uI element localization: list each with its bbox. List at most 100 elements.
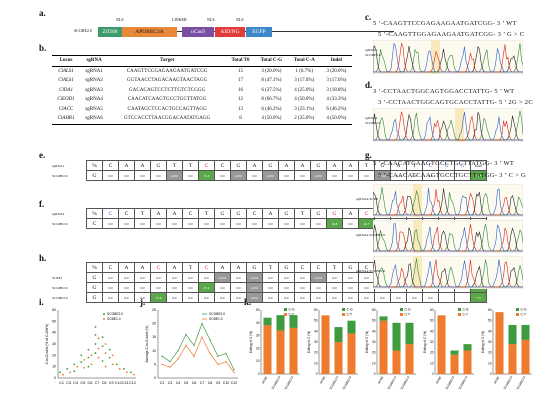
seq-base-cell: A (118, 262, 135, 273)
sanger-d-chromatogram (373, 108, 523, 142)
seq-value-cell: C (86, 218, 103, 229)
y-tick-label: 10 (256, 359, 260, 363)
edit-highlight (413, 256, 422, 289)
seq-base-cell: G (230, 160, 247, 171)
table-cell: GACACAGTCCTCTTGTCTCGGG (128, 87, 206, 93)
bar-ct (437, 315, 446, 374)
seq-row-label: SCGBE2.0 (52, 221, 68, 226)
line-point (169, 366, 171, 368)
seq-value-cell: 0.0 (342, 218, 359, 229)
legend-label: C-T (521, 313, 527, 317)
seq-base-cell: C (102, 208, 119, 219)
seq-value-cell: 0.0 (182, 282, 199, 293)
scatter-point (66, 368, 69, 370)
legend-label: C-G (463, 308, 469, 312)
seq-base-cell: % (86, 208, 103, 219)
line-point (193, 355, 195, 357)
seq-value-cell: 0.0 (166, 272, 183, 283)
seq-value-cell (454, 292, 471, 303)
y-tick-label: 30 (372, 340, 376, 344)
seq-value-cell: 100.0 (230, 170, 247, 181)
nls1-label: NLS (116, 17, 124, 22)
construct-name: SCGBE2.0 (74, 28, 92, 33)
legend-marker (103, 313, 105, 315)
seq-base-cell: % (86, 160, 103, 171)
table-cell: sgRNA2 (85, 78, 103, 84)
header-total-cg: Total C-G (260, 58, 283, 64)
x-tick-label: C7 (95, 381, 100, 385)
seq-table-e: sgRNA1% C A A G T T C C G A G A A G A A T G A T C G G Indel SCGBE… (52, 160, 487, 181)
seq-value-cell: 37.8 (150, 292, 167, 303)
seq-base-cell: G (278, 208, 295, 219)
y-axis-label: Average C-to-G edits (%) (145, 326, 149, 363)
bar-cg (334, 327, 343, 342)
seq-row-label: sgRNA1 (52, 163, 65, 168)
line-point (233, 369, 235, 371)
sanger-g-chromatogram-2 (373, 220, 523, 253)
series-line (161, 322, 235, 370)
seq-value-cell: 0.0 (358, 170, 375, 181)
seq-value-cell: 7.3 (470, 292, 487, 303)
seq-value-cell: 0.0 (278, 218, 295, 229)
seq-base-cell: A (246, 160, 263, 171)
seq-base-cell: T (134, 208, 151, 219)
seq-base-cell: C (310, 262, 327, 273)
line-point (209, 339, 211, 341)
table-cell: 8 (239, 116, 242, 122)
bar-cg (276, 315, 285, 331)
seq-base-cell: A (278, 160, 295, 171)
seq-base-cell: A (118, 160, 135, 171)
chromatogram-trace (373, 187, 523, 216)
x-tick-label: C12 (231, 381, 238, 385)
bar-cg (508, 324, 517, 345)
bar-ct (392, 350, 401, 374)
sanger-g-wt: 5 ’-CAACATCAAGTGCCTGCTTATGG- 3 ’ WT (373, 160, 515, 167)
seq-value-cell: 0.0 (342, 170, 359, 181)
y-tick-label: 20 (488, 351, 492, 355)
seq-base-cell: G (310, 208, 327, 219)
seq-value-cell: 0.0 (118, 282, 135, 293)
y-tick-label: 40 (430, 329, 434, 333)
seq-value-cell: 0.0 (326, 170, 343, 181)
seq-base-cell: A (134, 262, 151, 273)
seq-value-cell: 0.0 (374, 292, 391, 303)
y-axis-label: Editing of C (%) (307, 331, 311, 353)
scatter-point (97, 356, 100, 359)
seq-base-cell: A (134, 160, 151, 171)
table-cell: CAAGTTCCGAGAAGAATGATCGG (126, 68, 208, 74)
legend-marker (516, 313, 519, 316)
seq-value-cell: 0.0 (422, 292, 439, 303)
table-cell: 3 (17.6%) (294, 78, 315, 84)
panel-c-label: c. (365, 12, 372, 22)
scatter-point (111, 354, 114, 357)
seq-value-cell: 0.0 (118, 292, 135, 303)
scatter-point (69, 371, 72, 374)
table-cell: 6 (46.2%) (326, 106, 347, 112)
line-point (177, 358, 179, 360)
table-cell: 3 (23.1%) (294, 106, 315, 112)
locus-table: Locus sgRNA Target Total T0 Total C-G To… (52, 55, 352, 125)
seq-value-cell: 0.0 (310, 218, 327, 229)
line-point (161, 355, 163, 357)
scatter-point (111, 363, 114, 366)
y-tick-label: 50 (52, 319, 56, 323)
seq-base-cell: A (166, 208, 183, 219)
seq-value-cell: 0.0 (294, 218, 311, 229)
scatter-point (130, 371, 132, 374)
table-cell: 4 (50.0%) (326, 116, 347, 122)
y-tick-label: 20 (256, 346, 260, 350)
y-axis-label: C-to-G edits (% of C-G/N%) (45, 324, 49, 365)
legend-label: C-G (405, 308, 411, 312)
y-tick-label: 60 (488, 308, 492, 312)
seq-base-cell: G (310, 160, 327, 171)
seq-base-cell: C (102, 160, 119, 171)
scatter-point (87, 365, 90, 368)
seq-value-cell: 0.0 (262, 282, 279, 293)
seq-base-cell: A (166, 262, 183, 273)
legend-marker (400, 308, 403, 311)
seq-value-cell: 0.0 (182, 272, 199, 283)
seq-value-cell: 0.0 (406, 292, 423, 303)
scatter-point (104, 365, 107, 368)
y-axis-label: Editing of C (%) (423, 331, 427, 353)
header-total-t0: Total T0 (231, 58, 250, 64)
